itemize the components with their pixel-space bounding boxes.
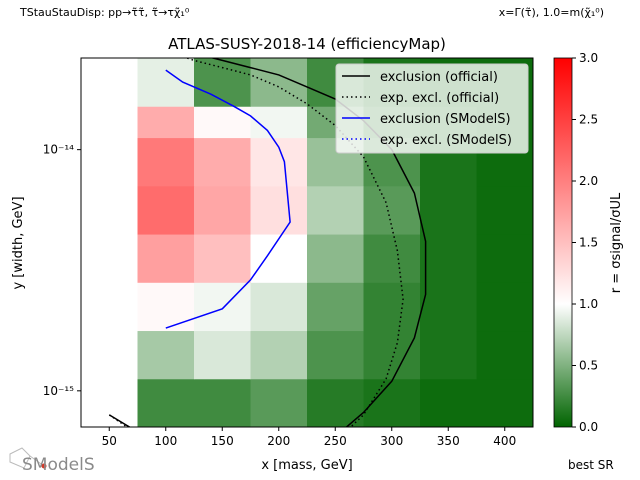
x-tick-label: 200 (267, 434, 290, 448)
x-tick-label: 400 (493, 434, 516, 448)
legend-label-smodels-expected: exp. excl. (SModelS) (380, 133, 512, 148)
heatmap-cell (194, 282, 251, 332)
x-tick-label: 300 (380, 434, 403, 448)
x-tick-label: 350 (437, 434, 460, 448)
heatmap-cell (476, 330, 533, 380)
legend: exclusion (official) exp. excl. (officia… (335, 63, 529, 154)
legend-label-expected: exp. excl. (official) (380, 91, 499, 106)
y-axis-label: y [width, GeV] (11, 196, 26, 289)
x-tick-label: 50 (102, 434, 117, 448)
heatmap-cell (476, 185, 533, 235)
heatmap-cell (420, 282, 477, 332)
header-right-text: x=Γ(τ̃), 1.0=m(χ̃₁⁰) (499, 6, 604, 19)
heatmap-cell (363, 234, 421, 283)
heatmap-cell (476, 282, 533, 332)
heatmap-cell (137, 330, 195, 380)
colorbar-label: r = σsignal/σUL (609, 192, 624, 293)
y-tick-label: 10⁻¹⁴ (43, 143, 74, 157)
logo-feynman-icon (9, 447, 45, 469)
heatmap-cell (363, 185, 421, 235)
series-line-1 (108, 58, 404, 427)
heatmap-cell (194, 378, 251, 427)
x-axis-label: x [mass, GeV] (261, 458, 352, 473)
heatmap-cell (137, 378, 195, 427)
heatmap-cell (307, 330, 364, 380)
colorbar-tick-label: 0.0 (579, 420, 598, 434)
heatmap-cell (250, 137, 308, 187)
x-tick-label: 250 (324, 434, 347, 448)
heatmap-cell (363, 330, 421, 380)
colorbar-tick-label: 1.5 (579, 236, 598, 250)
logo-text: SModelS (22, 455, 95, 475)
heatmap-cell (137, 234, 195, 283)
logo-vertex-icon (41, 463, 47, 469)
x-tick-label: 150 (211, 434, 234, 448)
heatmap-cell (363, 282, 421, 332)
colorbar-tick-label: 1.0 (579, 297, 598, 311)
colorbar-tick-label: 0.5 (579, 359, 598, 373)
legend-label-official: exclusion (official) (380, 70, 498, 85)
colorbar-ticks: 0.0 0.5 1.0 1.5 2.0 2.5 3.0 (572, 51, 598, 434)
smodels-logo: SModelS (9, 447, 95, 475)
colorbar-tick-label: 2.0 (579, 174, 598, 188)
heatmap-cell (194, 137, 251, 187)
y-axis-ticks: 10⁻¹⁵ 10⁻¹⁴ (43, 143, 81, 398)
series-line-2 (165, 69, 291, 329)
heatmap-cell (307, 282, 364, 332)
heatmap-cell (476, 378, 533, 427)
heatmap-cell (137, 282, 195, 332)
heatmap-cell (194, 234, 251, 283)
x-tick-label: 100 (154, 434, 177, 448)
heatmap-cell (420, 185, 477, 235)
series-line-0 (108, 58, 427, 427)
exclusion-curves (108, 58, 427, 427)
colorbar (553, 57, 573, 428)
legend-box (335, 63, 529, 154)
chart-title: ATLAS-SUSY-2018-14 (efficiencyMap) (168, 35, 446, 53)
heatmap-cell (137, 58, 195, 107)
header-left-text: TStauStauDisp: pp→τ̃τ̃, τ̃→τχ̃₁⁰ (19, 6, 190, 19)
heatmap-cell (307, 234, 364, 283)
colorbar-tick-label: 3.0 (579, 51, 598, 65)
heatmap-cell (250, 58, 308, 107)
heatmap-cell (250, 330, 308, 380)
heatmap-cell (420, 234, 477, 283)
heatmap-cell (476, 234, 533, 283)
heatmap-cell (137, 137, 195, 187)
heatmap-cell (250, 185, 308, 235)
heatmap-cell (250, 282, 308, 332)
y-tick-label: 10⁻¹⁵ (43, 384, 74, 398)
heatmap-cell (307, 185, 364, 235)
heatmap-cell (194, 185, 251, 235)
heatmap-cell (250, 106, 308, 139)
heatmap-cell (194, 58, 251, 107)
heatmap-cell (420, 378, 477, 427)
legend-label-smodels: exclusion (SModelS) (380, 112, 511, 127)
heatmap-cell (420, 330, 477, 380)
plot-frame (80, 57, 534, 428)
heatmap-cell (137, 185, 195, 235)
best-sr-label: best SR (568, 458, 614, 472)
heatmap-cell (250, 378, 308, 427)
colorbar-tick-label: 2.5 (579, 113, 598, 127)
heatmap-cell (137, 106, 195, 139)
heatmap-cell (307, 378, 364, 427)
x-axis-ticks: 50 100 150 200 250 300 350 400 (102, 427, 516, 448)
heatmap-cell (194, 330, 251, 380)
heatmap-cell (250, 234, 308, 283)
